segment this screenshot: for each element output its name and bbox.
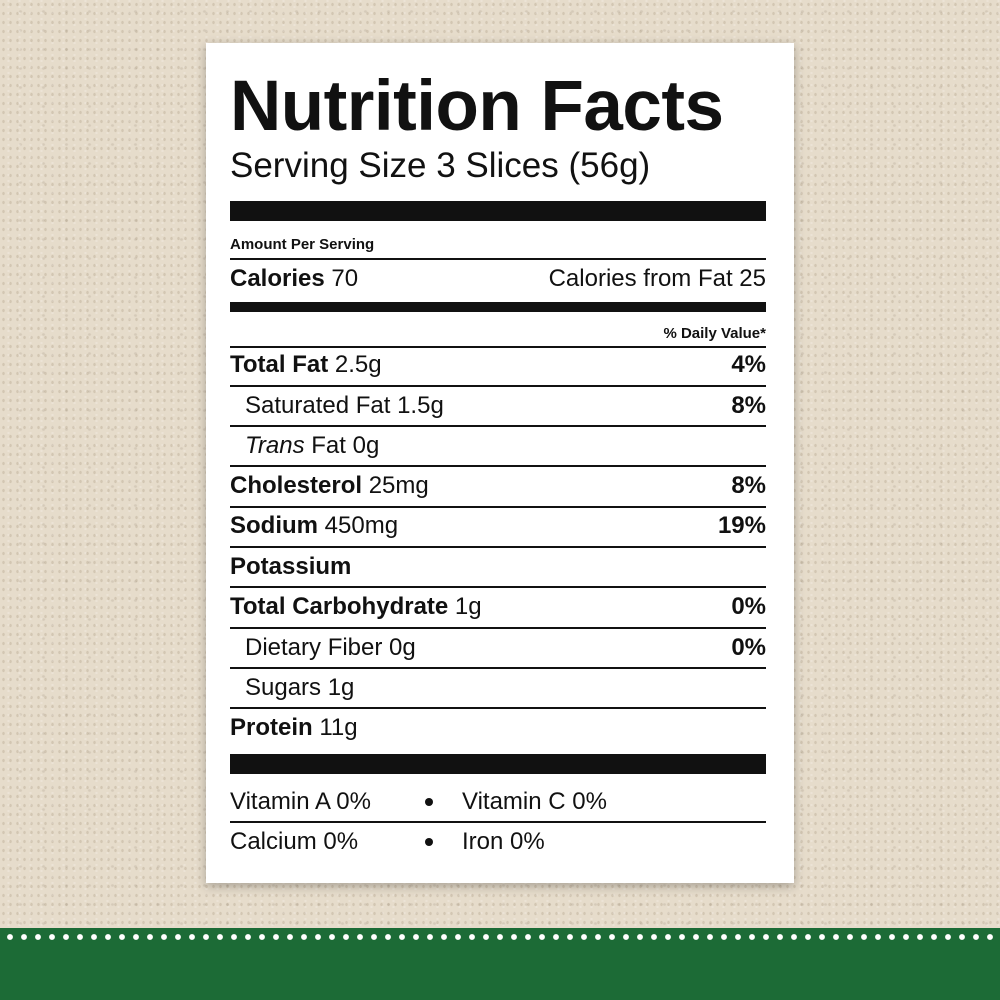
sodium-label: Sodium (230, 512, 318, 539)
iron: Iron 0% (462, 828, 545, 855)
divider (230, 346, 766, 348)
daily-value-header: % Daily Value* (663, 325, 766, 342)
calories-row: Calories 70 Calories from Fat 25 (230, 259, 766, 299)
trans-fat-row: Trans Fat 0g (230, 426, 766, 466)
trans-fat-rest: Fat 0g (304, 432, 380, 459)
total-fat-dv: 4% (731, 351, 766, 378)
saturated-fat-label: Saturated Fat 1.5g (245, 392, 444, 419)
cholesterol-label: Cholesterol (230, 472, 363, 499)
total-fat-amount: 2.5g (334, 351, 382, 378)
calories-label: Calories (230, 265, 325, 292)
dietary-fiber-row: Dietary Fiber 0g 0% (230, 628, 766, 668)
total-fat-row: Total Fat 2.5g 4% (230, 345, 766, 385)
dietary-fiber-dv: 0% (731, 634, 766, 661)
nutrition-label: Nutrition Facts Serving Size 3 Slices (5… (206, 43, 794, 883)
thick-divider-top (230, 201, 766, 221)
potassium-row: Potassium (230, 547, 766, 587)
divider (230, 707, 766, 709)
protein-amount: 11g (319, 714, 358, 741)
bullet-icon (425, 838, 433, 846)
potassium-label: Potassium (230, 553, 352, 580)
sugars-row: Sugars 1g (230, 668, 766, 708)
divider (230, 258, 766, 260)
divider (230, 821, 766, 823)
divider (230, 627, 766, 629)
divider (230, 586, 766, 588)
total-carbohydrate-label: Total Carbohydrate (230, 593, 449, 620)
total-fat-label: Total Fat (230, 351, 329, 378)
sodium-row: Sodium 450mg 19% (230, 506, 766, 546)
bullet-icon (425, 798, 433, 806)
divider (230, 546, 766, 548)
calories-from-fat: Calories from Fat 25 (548, 265, 766, 292)
divider (230, 385, 766, 387)
serving-size: Serving Size 3 Slices (56g) (230, 146, 651, 185)
cholesterol-dv: 8% (731, 472, 766, 499)
divider (230, 465, 766, 467)
green-dotted-band (0, 928, 1000, 1000)
sugars-label: Sugars 1g (245, 674, 355, 701)
trans-label: Trans (245, 432, 305, 459)
protein-row: Protein 11g (230, 708, 766, 748)
vitamin-c: Vitamin C 0% (462, 788, 607, 815)
calories-value: 70 (331, 265, 359, 292)
total-carbohydrate-amount: 1g (454, 593, 482, 620)
divider (230, 667, 766, 669)
thick-divider-bottom (230, 754, 766, 774)
vitamin-a: Vitamin A 0% (230, 788, 371, 815)
dietary-fiber-label: Dietary Fiber 0g (245, 634, 416, 661)
saturated-fat-row: Saturated Fat 1.5g 8% (230, 386, 766, 426)
divider (230, 425, 766, 427)
sodium-dv: 19% (717, 512, 766, 539)
total-carbohydrate-dv: 0% (731, 593, 766, 620)
label-title: Nutrition Facts (230, 67, 724, 146)
amount-per-serving: Amount Per Serving (230, 236, 375, 253)
cholesterol-amount: 25mg (368, 472, 429, 499)
medium-divider (230, 302, 766, 312)
cholesterol-row: Cholesterol 25mg 8% (230, 466, 766, 506)
sodium-amount: 450mg (324, 512, 399, 539)
divider (230, 506, 766, 508)
total-carbohydrate-row: Total Carbohydrate 1g 0% (230, 587, 766, 627)
calcium: Calcium 0% (230, 828, 359, 855)
protein-label: Protein (230, 714, 313, 741)
saturated-fat-dv: 8% (731, 392, 766, 419)
